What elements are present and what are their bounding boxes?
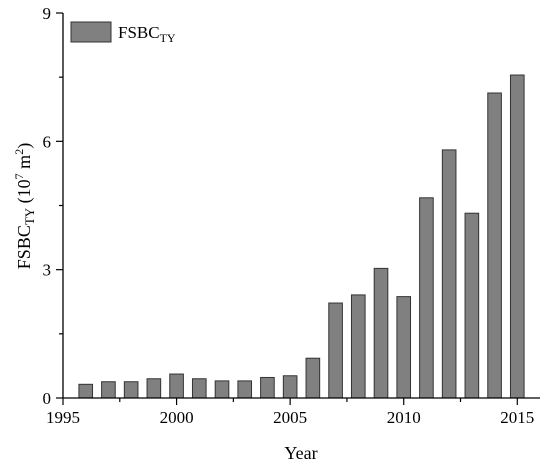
legend-label: FSBCTY (118, 23, 176, 45)
legend-label-subscript: TY (160, 31, 176, 45)
bar-1997 (101, 381, 116, 399)
bar-2010 (396, 296, 412, 399)
bar-1996 (78, 383, 94, 399)
x-tick-label-2015: 2015 (500, 408, 534, 427)
y-axis-label: FSBCTY (107 m2) (12, 143, 37, 269)
y-tick-label-0: 0 (43, 389, 52, 408)
bar-1999 (146, 378, 162, 399)
bar-2004 (260, 376, 275, 399)
bar-2007 (328, 302, 343, 399)
bar-2001 (191, 378, 207, 399)
y-axis-label-subscript: TY (22, 207, 37, 225)
y-axis-label-unit-exp: 7 (12, 173, 26, 179)
bar-2000 (169, 373, 184, 399)
legend: FSBCTY (70, 21, 176, 45)
bar-2011 (419, 197, 434, 399)
y-axis-label-unit-mid: m (14, 155, 34, 174)
bar-2002 (214, 380, 230, 399)
x-tick-label-1995: 1995 (46, 408, 80, 427)
x-ticks: 1995 2000 2005 2010 2015 (46, 398, 534, 427)
bar-2014 (487, 92, 502, 399)
y-axis-label-unit-close: ) (14, 143, 35, 149)
bar-2012 (441, 149, 457, 399)
x-tick-label-2005: 2005 (273, 408, 307, 427)
bar-1998 (123, 381, 139, 399)
x-tick-label-2000: 2000 (160, 408, 194, 427)
y-tick-label-9: 9 (43, 4, 52, 23)
legend-swatch (70, 21, 112, 43)
bar-2003 (237, 380, 253, 399)
bars-group (78, 74, 525, 399)
x-tick-label-2010: 2010 (387, 408, 421, 427)
y-axis-label-unit-exp2: 2 (12, 149, 26, 155)
bar-2006 (305, 357, 321, 399)
y-tick-label-3: 3 (43, 261, 52, 280)
bar-2008 (350, 294, 366, 399)
bar-2005 (282, 375, 298, 399)
y-ticks: 0 3 6 9 (43, 4, 63, 408)
bar-2013 (464, 212, 480, 399)
bar-2009 (373, 267, 389, 399)
y-tick-label-6: 6 (43, 132, 52, 151)
x-axis-label: Year (284, 443, 317, 463)
bar-2015 (509, 74, 525, 399)
y-axis-label-unit-open: (10 (14, 179, 35, 208)
